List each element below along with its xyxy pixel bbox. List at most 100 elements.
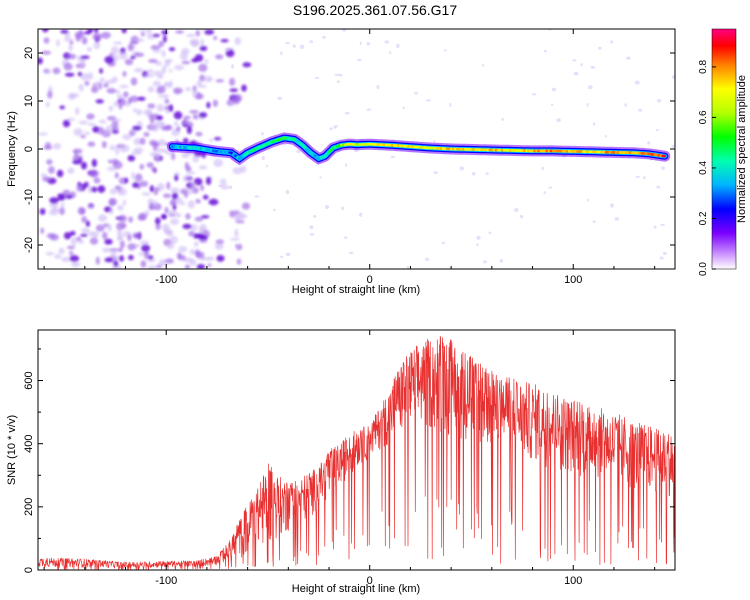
- faint-dot: [476, 243, 479, 247]
- spectrogram-x-tick-label: 0: [367, 274, 373, 286]
- noise-blob: [130, 35, 139, 44]
- snr-frame: [37, 329, 676, 571]
- snr-axes: -100 0 100 0 200 400 600: [23, 330, 675, 587]
- noise-blob: [111, 118, 122, 122]
- faint-dot: [476, 235, 481, 240]
- noise-blob: [92, 231, 99, 238]
- noise-blob: [192, 187, 199, 194]
- noise-blob: [48, 166, 55, 174]
- faint-dot: [573, 71, 579, 76]
- faint-dot: [384, 40, 390, 44]
- noise-blob: [149, 118, 155, 124]
- noise-blob: [99, 68, 103, 74]
- faint-dot: [672, 75, 675, 79]
- noise-blob: [149, 185, 154, 193]
- noise-blob: [45, 251, 55, 256]
- snr-panel: -100 0 100 0 200 400 600 Height of straight li…: [6, 329, 676, 595]
- noise-blob: [104, 238, 113, 245]
- noise-blob: [116, 94, 123, 99]
- noise-blob: [158, 94, 163, 98]
- noise-blob: [236, 258, 242, 265]
- noise-blob: [195, 29, 200, 37]
- noise-blob: [66, 245, 76, 250]
- faint-dot: [348, 251, 354, 255]
- noise-blob: [190, 224, 198, 232]
- noise-blob: [94, 29, 99, 34]
- noise-blob: [99, 77, 105, 83]
- faint-dot: [580, 63, 583, 66]
- noise-blob: [74, 31, 85, 39]
- noise-blob: [229, 210, 236, 218]
- snr-x-label: Height of straight line (km): [292, 583, 420, 595]
- noise-blob: [59, 105, 65, 110]
- noise-blob: [43, 37, 50, 44]
- noise-blob: [151, 124, 159, 132]
- noise-blob: [108, 105, 114, 112]
- faint-dot: [285, 189, 290, 195]
- faint-dot: [662, 251, 667, 256]
- noise-blob: [139, 29, 147, 32]
- noise-blob: [109, 248, 119, 252]
- noise-blob: [56, 39, 60, 47]
- noise-blob: [130, 55, 136, 60]
- noise-blob: [213, 36, 218, 40]
- noise-blob: [200, 38, 205, 47]
- noise-blob: [198, 235, 208, 240]
- noise-blob: [118, 255, 125, 262]
- noise-blob: [174, 64, 185, 71]
- noise-blob: [189, 249, 196, 255]
- noise-blob: [198, 112, 208, 118]
- faint-dot: [656, 185, 661, 189]
- noise-blob: [229, 88, 238, 92]
- noise-blob: [93, 41, 101, 50]
- noise-blob: [184, 264, 191, 269]
- noise-blob: [118, 247, 123, 253]
- noise-blob: [161, 125, 168, 131]
- noise-blob: [140, 31, 146, 37]
- faint-dot: [424, 257, 430, 261]
- noise-blob: [140, 260, 147, 268]
- noise-blob: [188, 230, 195, 237]
- faint-dot: [441, 241, 446, 245]
- noise-blob: [195, 249, 201, 258]
- colorbar-frame: [711, 28, 737, 270]
- faint-dot: [277, 96, 283, 101]
- faint-dot: [661, 166, 665, 170]
- noise-blob: [192, 155, 200, 163]
- faint-dot: [550, 103, 554, 106]
- noise-blob: [204, 29, 215, 35]
- noise-blob: [161, 50, 166, 58]
- noise-blob: [63, 232, 72, 240]
- faint-dot: [426, 99, 431, 102]
- spectrogram-area: [38, 29, 675, 269]
- noise-blob: [198, 63, 208, 72]
- noise-blob: [206, 256, 215, 261]
- noise-blob: [62, 119, 71, 128]
- noise-blob: [63, 38, 74, 42]
- faint-dot: [309, 225, 314, 230]
- noise-blob: [74, 107, 80, 115]
- noise-blob: [111, 76, 118, 83]
- noise-blob: [84, 80, 90, 86]
- noise-blob: [148, 203, 155, 211]
- noise-blob: [235, 243, 243, 251]
- noise-blob: [98, 214, 108, 222]
- faint-dot: [333, 125, 336, 129]
- faint-dot: [261, 131, 264, 136]
- noise-blob: [164, 206, 169, 214]
- noise-blob: [87, 72, 94, 80]
- spectrogram-y-tick-label: -20: [23, 237, 35, 253]
- noise-blob: [199, 45, 208, 52]
- faint-dot: [314, 77, 319, 79]
- spectrogram-y-tick-label: -10: [23, 189, 35, 205]
- noise-blob: [80, 58, 86, 67]
- faint-dot: [638, 108, 643, 112]
- chart-title: S196.2025.361.07.56.G17: [292, 2, 458, 18]
- noise-blob: [109, 188, 117, 195]
- noise-blob: [103, 129, 109, 135]
- noise-blob: [156, 148, 167, 153]
- noise-blob: [143, 109, 153, 116]
- noise-blob: [92, 32, 103, 41]
- noise-blob: [186, 187, 193, 195]
- faint-dot: [572, 59, 577, 62]
